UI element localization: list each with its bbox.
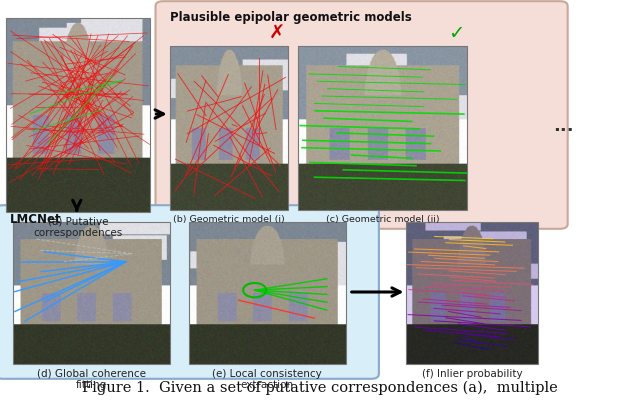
Text: ✓: ✓ [447, 24, 464, 43]
Text: ...: ... [553, 117, 573, 135]
Bar [170, 46, 288, 210]
Text: (e) Local consistency
extraction: (e) Local consistency extraction [212, 369, 322, 390]
Text: LMCNet: LMCNet [10, 213, 61, 226]
Bar [406, 222, 538, 364]
Text: (a) Putative
correspondences: (a) Putative correspondences [34, 217, 123, 238]
Text: (d) Global coherence
fitting: (d) Global coherence fitting [36, 369, 146, 390]
FancyBboxPatch shape [0, 205, 379, 379]
Text: (c) Geometric model (ii): (c) Geometric model (ii) [326, 215, 439, 224]
Bar [189, 222, 346, 364]
Bar [6, 18, 150, 212]
FancyBboxPatch shape [156, 1, 568, 229]
Text: ✗: ✗ [268, 24, 285, 43]
Text: Plausible epipolar geometric models: Plausible epipolar geometric models [170, 11, 412, 24]
Text: (b) Geometric model (i): (b) Geometric model (i) [173, 215, 285, 224]
Bar [298, 46, 467, 210]
Text: Figure 1.  Given a set of putative correspondences (a),  multiple: Figure 1. Given a set of putative corres… [82, 381, 558, 395]
Text: (f) Inlier probability: (f) Inlier probability [422, 369, 522, 379]
Bar [13, 222, 170, 364]
